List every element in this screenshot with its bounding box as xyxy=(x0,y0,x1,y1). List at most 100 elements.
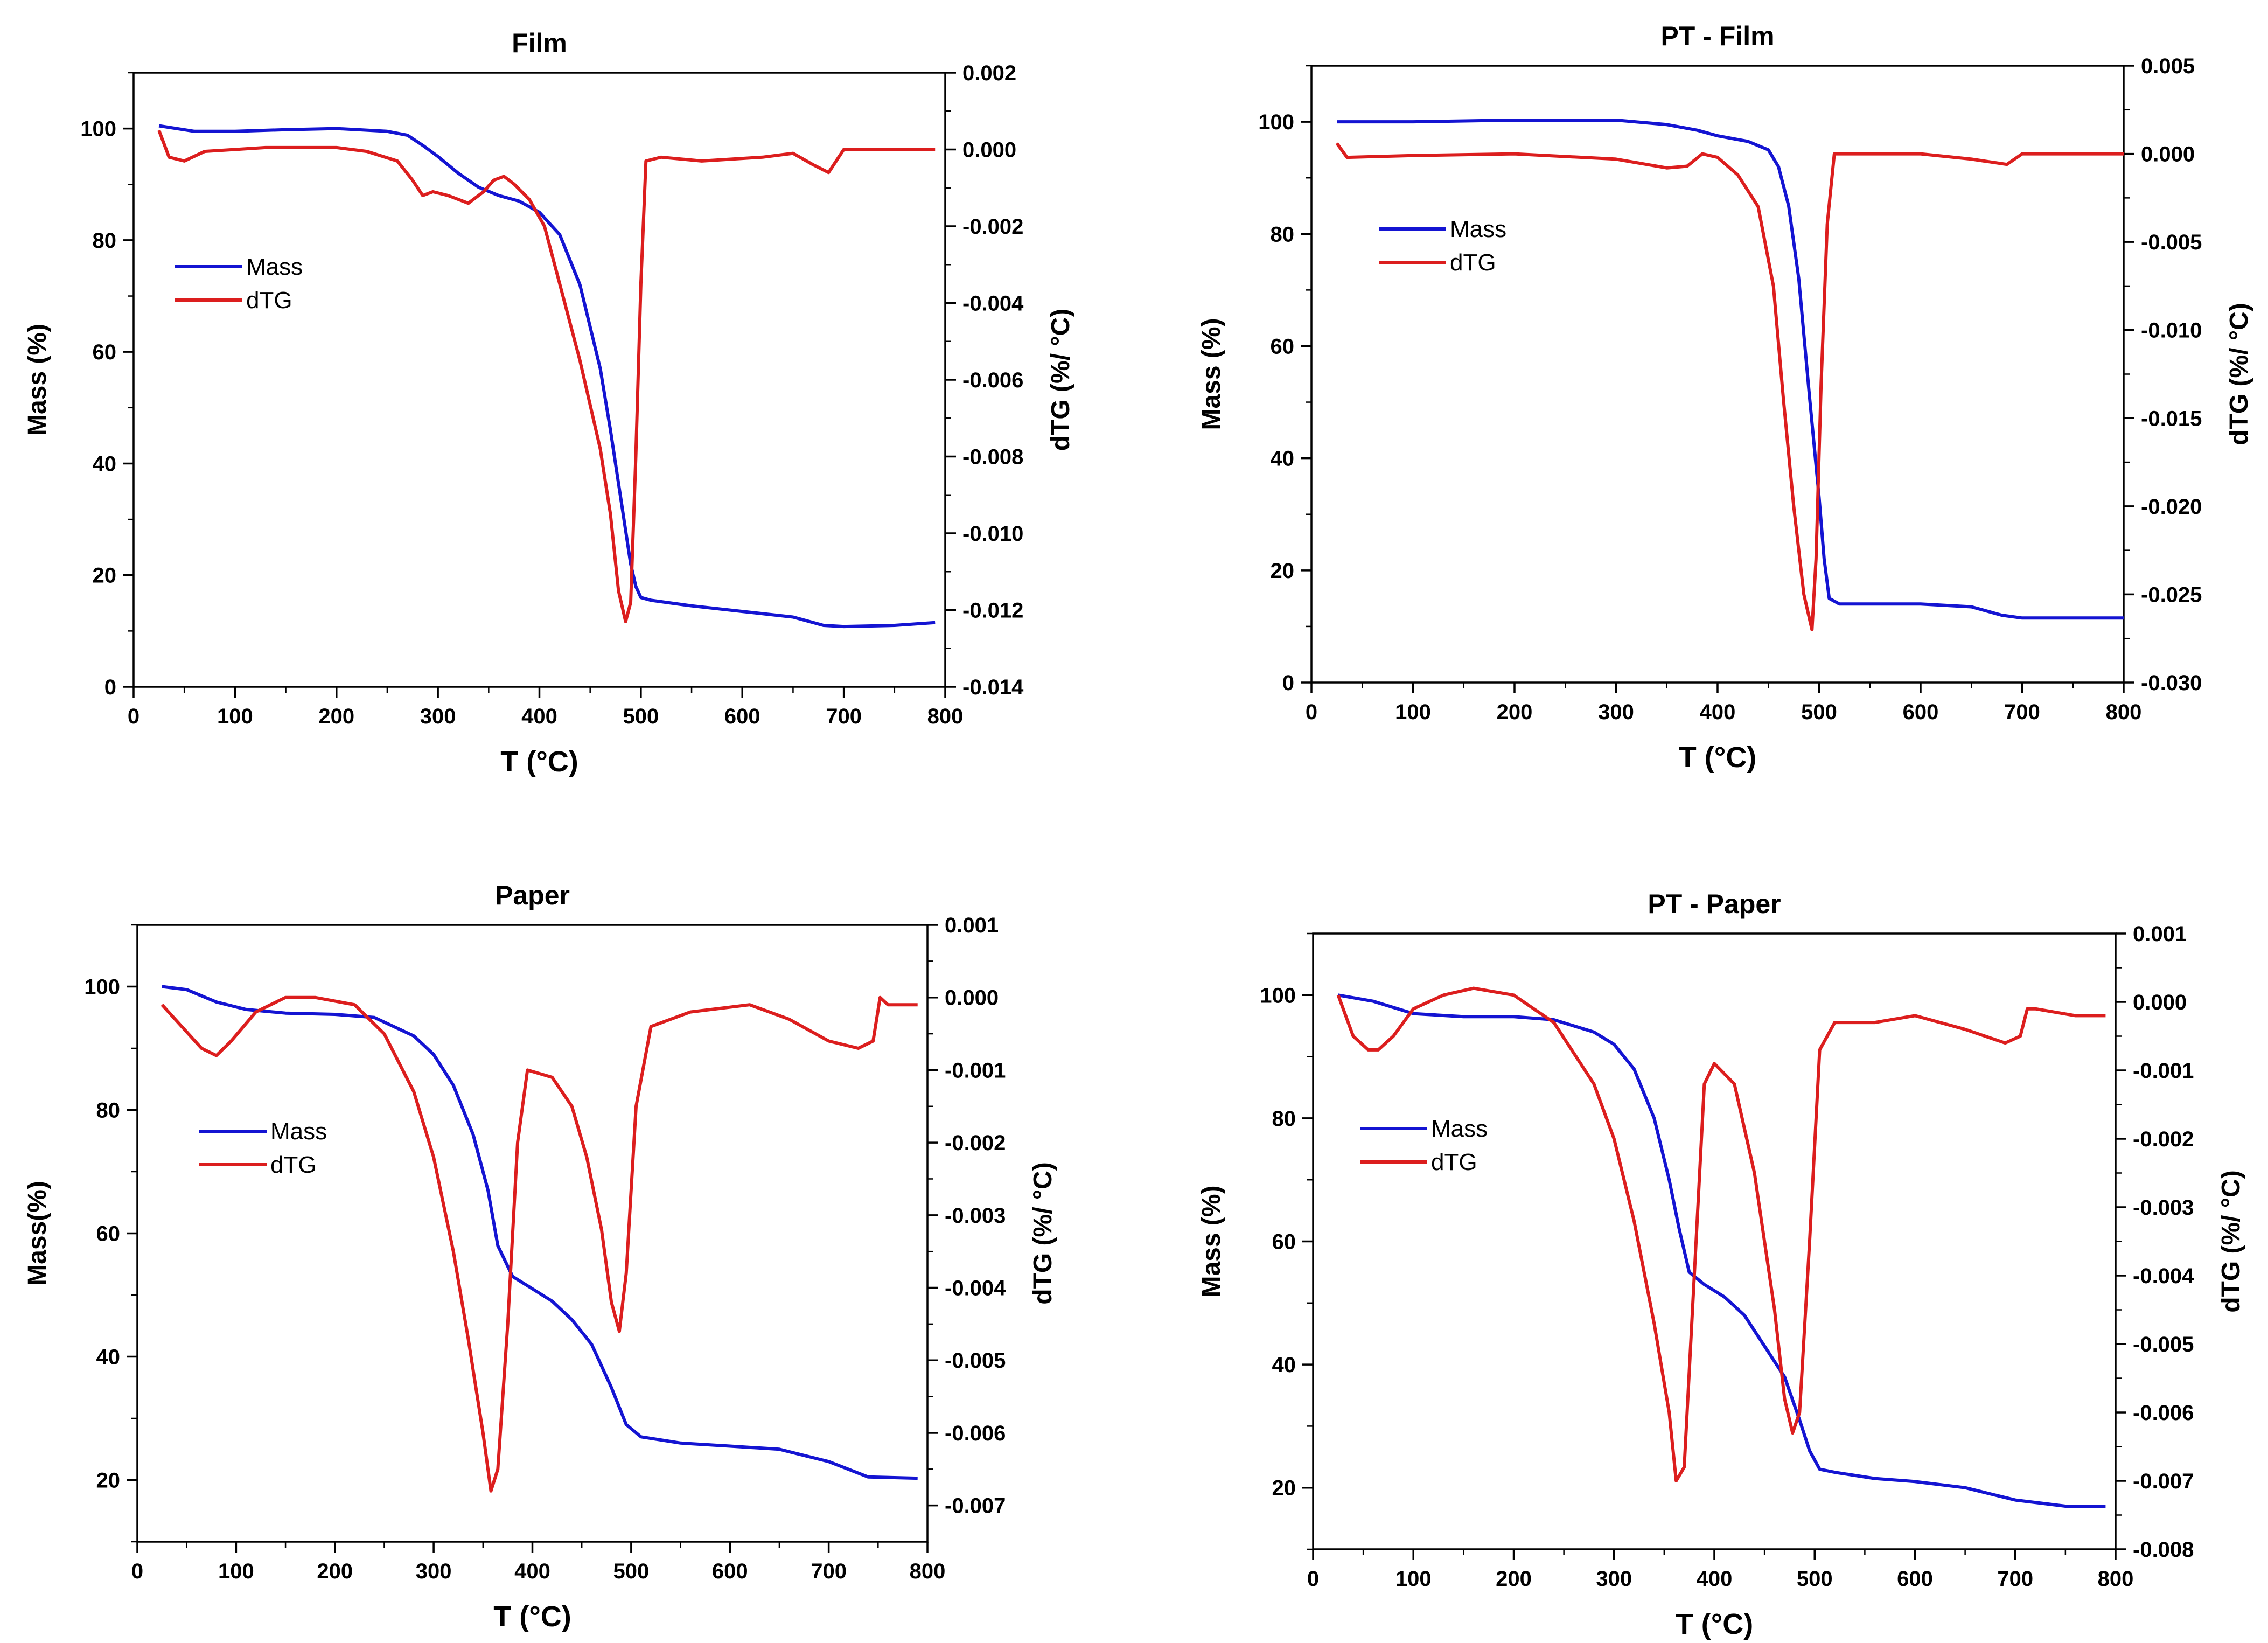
chart0-y-tick-label: 20 xyxy=(93,564,117,588)
chart2-y2-tick-label: -0.001 xyxy=(945,1059,1006,1082)
chart1-y2-tick-label: -0.030 xyxy=(2141,671,2202,695)
chart0-y2-tick-label: 0.000 xyxy=(962,138,1016,162)
chart1-y2-axis-label: dTG (%/ °C) xyxy=(2225,303,2253,445)
chart1-x-tick-label: 200 xyxy=(1497,700,1533,724)
chart1-y2-tick-label: -0.025 xyxy=(2141,583,2202,607)
chart2-x-axis-label: T (°C) xyxy=(493,1600,571,1633)
chart3-plot-frame xyxy=(1312,932,2117,1550)
chart2-x-tick-label: 800 xyxy=(910,1560,946,1583)
chart2-y2-tick-label: 0.001 xyxy=(945,914,999,937)
chart3-series-dtg-line xyxy=(1336,986,2106,1482)
chart2-y2-tick-label: -0.004 xyxy=(945,1277,1006,1300)
chart1-x-tick-label: 100 xyxy=(1395,700,1431,724)
chart3-y2-tick-label: -0.008 xyxy=(2133,1538,2194,1562)
chart-pt-film: PT - Film 0 100 200 300 400 500 600 700 800 0 20 40 6… xyxy=(1197,21,2253,774)
chart3-series-mass-line xyxy=(1338,993,2106,1508)
chart3-y2-tick-label: -0.007 xyxy=(2133,1470,2194,1493)
chart3-y2-tick-label: 0.001 xyxy=(2133,922,2187,946)
chart2-legend-label-mass: Mass xyxy=(270,1118,327,1145)
chart2-x-tick-label: 300 xyxy=(416,1560,452,1583)
chart3-x-tick-label: 500 xyxy=(1797,1567,1833,1591)
chart-pt-paper: PT - Paper 0 100 200 300 400 500 600 700 800 20 40 6… xyxy=(1197,889,2245,1640)
chart1-title: PT - Film xyxy=(1660,21,1774,51)
chart0-y2-tick-label: -0.006 xyxy=(962,368,1023,392)
chart3-y-tick-label: 100 xyxy=(1260,984,1296,1007)
chart3-y-tick-label: 80 xyxy=(1272,1107,1296,1131)
chart1-x-tick-label: 0 xyxy=(1306,700,1317,724)
chart2-x-tick-label: 600 xyxy=(712,1560,748,1583)
chart0-y-axis-label: Mass (%) xyxy=(23,324,52,436)
chart3-y2-tick-label: -0.001 xyxy=(2133,1059,2194,1083)
chart1-series-dtg-line xyxy=(1335,142,2124,631)
chart-film: Film 0 100 200 300 400 500 600 700 800 0 20 40 60 80 10… xyxy=(23,28,1075,778)
chart3-x-tick-label: 800 xyxy=(2098,1567,2134,1591)
chart2-plot-frame xyxy=(136,924,929,1543)
chart2-y2-tick-label: 0.000 xyxy=(945,986,999,1010)
chart0-y2-axis-label: dTG (%/ °C) xyxy=(1046,309,1075,451)
chart3-y-axis-label: Mass (%) xyxy=(1197,1185,1226,1297)
chart2-x-tick-label: 100 xyxy=(218,1560,254,1583)
chart1-legend-label-mass: Mass xyxy=(1450,216,1506,242)
chart2-x-tick-label: 0 xyxy=(131,1560,143,1583)
chart0-x-tick-label: 100 xyxy=(217,705,253,728)
chart3-x-tick-label: 0 xyxy=(1307,1567,1319,1591)
chart3-x-axis-label: T (°C) xyxy=(1676,1608,1754,1640)
chart0-y-tick-label: 40 xyxy=(93,452,117,476)
chart0-x-tick-label: 0 xyxy=(128,705,139,728)
chart0-y2-tick-label: 0.002 xyxy=(962,61,1016,85)
chart1-y-tick-label: 60 xyxy=(1271,335,1295,358)
chart2-y-tick-label: 80 xyxy=(96,1099,121,1123)
chart-paper: Paper 0 100 200 300 400 500 600 700 800 20 40 60 80 10… xyxy=(23,880,1057,1633)
chart0-x-tick-label: 600 xyxy=(724,705,760,728)
chart0-x-tick-label: 800 xyxy=(927,705,964,728)
chart1-y-tick-label: 100 xyxy=(1258,110,1294,134)
chart0-y2-tick-label: -0.002 xyxy=(962,215,1023,239)
chart1-series-mass-line xyxy=(1337,119,2124,620)
chart2-y-tick-label: 40 xyxy=(96,1346,121,1369)
chart0-y-tick-label: 60 xyxy=(93,340,117,364)
chart0-series-dtg-line xyxy=(157,129,936,623)
chart2-legend-label-dtg: dTG xyxy=(270,1152,317,1178)
chart0-y2-tick-label: -0.008 xyxy=(962,445,1023,469)
chart2-y2-tick-label: -0.003 xyxy=(945,1204,1006,1228)
chart1-x-tick-label: 700 xyxy=(2004,700,2040,724)
chart2-y-axis-label: Mass(%) xyxy=(23,1181,52,1286)
chart3-y-tick-label: 20 xyxy=(1272,1477,1296,1500)
chart1-y2-tick-label: -0.010 xyxy=(2141,319,2202,343)
chart3-y2-tick-label: -0.002 xyxy=(2133,1127,2194,1151)
chart0-x-axis-label: T (°C) xyxy=(500,746,578,778)
chart3-x-tick-label: 100 xyxy=(1395,1567,1432,1591)
chart0-y-tick-label: 80 xyxy=(93,229,117,253)
chart3-y2-axis-label: dTG (%/ °C) xyxy=(2217,1170,2245,1313)
chart2-y-tick-label: 100 xyxy=(84,976,120,999)
chart1-x-axis-label: T (°C) xyxy=(1679,741,1757,774)
chart1-x-tick-label: 500 xyxy=(1801,700,1837,724)
chart1-y-tick-label: 40 xyxy=(1271,447,1295,471)
chart2-x-tick-label: 700 xyxy=(811,1560,847,1583)
chart2-title: Paper xyxy=(495,880,570,910)
chart3-y2-tick-label: -0.006 xyxy=(2133,1401,2194,1425)
chart0-x-tick-label: 700 xyxy=(826,705,862,728)
chart3-x-tick-label: 300 xyxy=(1596,1567,1632,1591)
chart2-y2-axis-label: dTG (%/ °C) xyxy=(1029,1162,1057,1305)
chart1-x-tick-label: 800 xyxy=(2106,700,2142,724)
chart1-y2-tick-label: -0.005 xyxy=(2141,231,2202,254)
chart1-y-axis-label: Mass (%) xyxy=(1197,318,1226,430)
chart1-y2-tick-label: 0.005 xyxy=(2141,54,2195,78)
chart2-y2-tick-label: -0.006 xyxy=(945,1422,1006,1445)
chart0-legend-label-dtg: dTG xyxy=(246,287,292,314)
chart0-x-tick-label: 400 xyxy=(521,705,557,728)
chart0-title: Film xyxy=(512,28,567,58)
chart3-y-tick-label: 40 xyxy=(1272,1353,1296,1377)
chart1-x-tick-label: 300 xyxy=(1598,700,1634,724)
chart1-x-tick-label: 600 xyxy=(1903,700,1939,724)
chart2-x-tick-label: 200 xyxy=(317,1560,353,1583)
chart2-y2-tick-label: -0.007 xyxy=(945,1494,1006,1518)
chart2-y2-tick-label: -0.005 xyxy=(945,1349,1006,1373)
chart1-x-tick-label: 400 xyxy=(1700,700,1736,724)
chart1-y2-tick-label: 0.000 xyxy=(2141,143,2195,166)
chart0-x-tick-label: 500 xyxy=(623,705,659,728)
chart1-legend-label-dtg: dTG xyxy=(1450,249,1496,276)
chart1-y-tick-label: 0 xyxy=(1282,671,1294,695)
